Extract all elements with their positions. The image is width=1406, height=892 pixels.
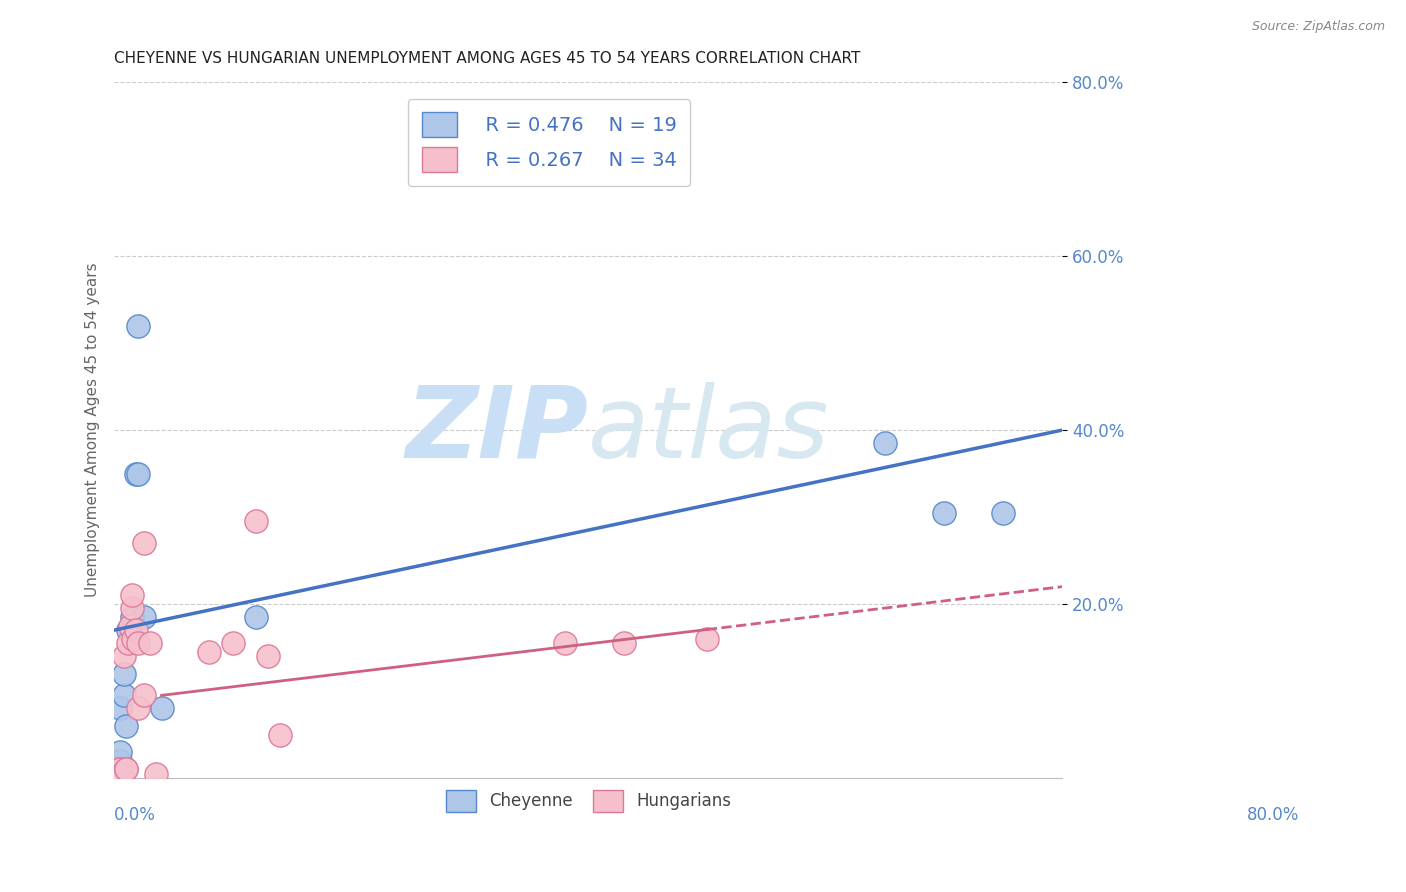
- Point: [107, 766, 129, 780]
- Point: [613, 636, 636, 650]
- Point: [108, 766, 131, 780]
- Point: [108, 762, 131, 776]
- Point: [111, 766, 134, 780]
- Point: [107, 766, 129, 780]
- Point: [112, 689, 135, 703]
- Point: [873, 436, 896, 450]
- Point: [108, 766, 131, 780]
- Point: [696, 632, 718, 646]
- Point: [198, 645, 221, 659]
- Point: [127, 467, 149, 481]
- Point: [108, 766, 131, 780]
- Point: [108, 745, 131, 759]
- Point: [132, 689, 155, 703]
- Point: [124, 623, 146, 637]
- Point: [150, 701, 173, 715]
- Point: [145, 766, 167, 780]
- Point: [121, 610, 143, 624]
- Point: [108, 701, 131, 715]
- Point: [245, 610, 267, 624]
- Text: 0.0%: 0.0%: [114, 805, 156, 824]
- Point: [932, 506, 955, 520]
- Point: [222, 636, 245, 650]
- Point: [107, 766, 129, 780]
- Point: [122, 632, 145, 646]
- Point: [554, 636, 576, 650]
- Point: [108, 762, 131, 776]
- Point: [127, 701, 149, 715]
- Point: [132, 610, 155, 624]
- Legend: Cheyenne, Hungarians: Cheyenne, Hungarians: [439, 784, 738, 818]
- Point: [132, 536, 155, 550]
- Point: [108, 766, 131, 780]
- Point: [118, 619, 141, 633]
- Point: [112, 649, 135, 664]
- Text: atlas: atlas: [588, 382, 830, 479]
- Point: [115, 762, 138, 776]
- Point: [121, 588, 143, 602]
- Text: Source: ZipAtlas.com: Source: ZipAtlas.com: [1251, 20, 1385, 33]
- Point: [257, 649, 280, 664]
- Point: [115, 762, 138, 776]
- Point: [127, 636, 149, 650]
- Y-axis label: Unemployment Among Ages 45 to 54 years: Unemployment Among Ages 45 to 54 years: [86, 263, 100, 598]
- Point: [124, 467, 146, 481]
- Point: [111, 766, 134, 780]
- Point: [115, 719, 138, 733]
- Point: [269, 727, 291, 741]
- Point: [108, 762, 131, 776]
- Text: ZIP: ZIP: [405, 382, 588, 479]
- Text: 80.0%: 80.0%: [1247, 805, 1299, 824]
- Text: CHEYENNE VS HUNGARIAN UNEMPLOYMENT AMONG AGES 45 TO 54 YEARS CORRELATION CHART: CHEYENNE VS HUNGARIAN UNEMPLOYMENT AMONG…: [114, 51, 860, 66]
- Point: [245, 515, 267, 529]
- Point: [117, 623, 139, 637]
- Point: [127, 318, 149, 333]
- Point: [991, 506, 1014, 520]
- Point: [112, 666, 135, 681]
- Point: [121, 601, 143, 615]
- Point: [139, 636, 162, 650]
- Point: [117, 636, 139, 650]
- Point: [108, 762, 131, 776]
- Point: [108, 754, 131, 768]
